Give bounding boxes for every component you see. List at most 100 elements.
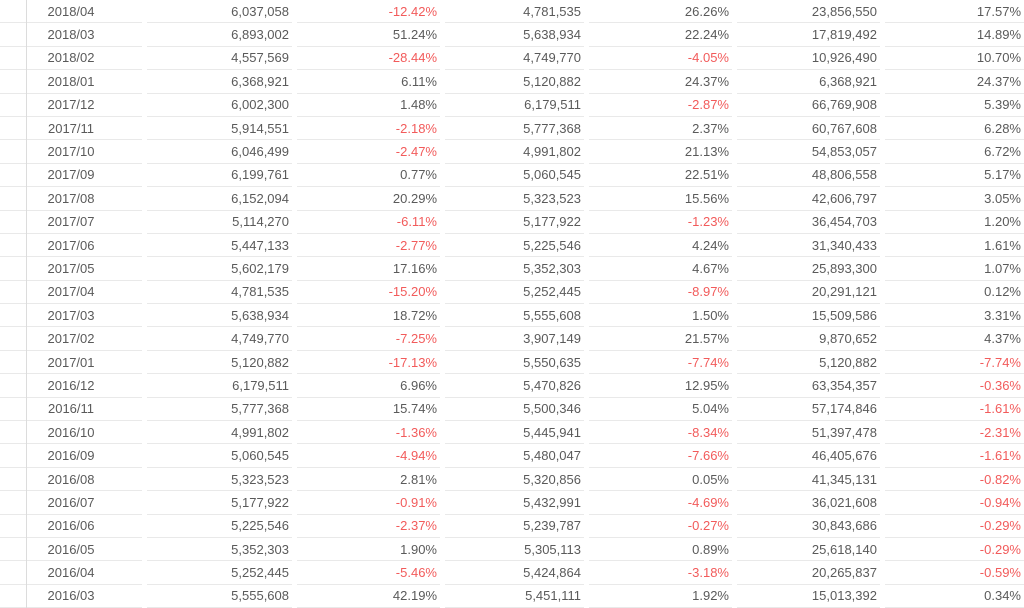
cell-mom-pct: -1.36%	[297, 421, 440, 445]
cell-cumulative-pct: 3.31%	[885, 304, 1024, 328]
value-text: 15.56%	[684, 190, 729, 206]
cell-yoy-pct: 12.95%	[589, 374, 732, 398]
table-row: 2016/08 5,323,523 2.81% 5,320,856 0.05% 41,34…	[0, 468, 1024, 492]
cell-cumulative-value: 36,021,608	[737, 491, 880, 515]
value-text: 6,046,499	[231, 144, 289, 160]
value-text: 6.28%	[984, 120, 1021, 136]
table-row: 2018/01 6,368,921 6.11% 5,120,882 24.37% 6,36…	[0, 70, 1024, 94]
cell-monthly-value: 5,120,882	[147, 351, 292, 375]
cell-cumulative-pct: 4.37%	[885, 327, 1024, 351]
cell-mom-pct: 17.16%	[297, 257, 440, 281]
value-text: 5,252,445	[523, 284, 581, 300]
cell-yoy-pct: 4.24%	[589, 234, 732, 258]
value-text: 17,819,492	[811, 27, 877, 43]
value-text: 0.89%	[692, 541, 729, 557]
month-label: 2017/10	[47, 144, 95, 160]
cell-cumulative-pct: 1.20%	[885, 211, 1024, 234]
value-text: -28.44%	[388, 50, 437, 66]
value-text: 6,179,511	[524, 97, 581, 113]
cell-mom-pct: 18.72%	[297, 304, 440, 328]
cell-yoy-pct: 26.26%	[589, 0, 732, 24]
cell-mom-pct: 1.90%	[297, 538, 440, 562]
cell-cumulative-pct: 14.89%	[885, 23, 1024, 47]
value-text: 10.70%	[976, 50, 1021, 66]
cell-monthly-value: 5,914,551	[147, 117, 292, 141]
cell-mom-pct: -2.37%	[297, 515, 440, 538]
cell-yoy-pct: -7.74%	[589, 351, 732, 375]
value-text: 6.96%	[400, 377, 437, 393]
value-text: -0.29%	[979, 541, 1021, 557]
value-text: -4.05%	[687, 50, 729, 66]
cell-month: 2018/02	[0, 47, 142, 71]
value-text: 4.67%	[692, 260, 729, 276]
cell-mom-pct: -12.42%	[297, 0, 440, 24]
cell-month: 2018/04	[0, 0, 142, 24]
cell-prior-year-value: 5,352,303	[445, 257, 584, 281]
table-row: 2017/07 5,114,270 -6.11% 5,177,922 -1.23% 36,…	[0, 211, 1024, 234]
month-label: 2017/08	[47, 190, 95, 206]
value-text: -0.36%	[979, 377, 1021, 393]
month-label: 2016/08	[47, 471, 95, 487]
cell-cumulative-value: 9,870,652	[737, 327, 880, 351]
month-label: 2017/05	[47, 260, 95, 276]
month-label: 2017/07	[47, 214, 95, 230]
value-text: 5,120,882	[819, 354, 877, 370]
cell-month: 2016/06	[0, 515, 142, 538]
cell-month: 2017/03	[0, 304, 142, 328]
cell-yoy-pct: 4.67%	[589, 257, 732, 281]
month-label: 2016/03	[47, 588, 95, 604]
value-text: 5,777,368	[523, 120, 581, 136]
value-text: 42,606,797	[811, 190, 877, 206]
value-text: 4.37%	[984, 331, 1021, 347]
cell-monthly-value: 6,002,300	[147, 94, 292, 117]
cell-mom-pct: -28.44%	[297, 47, 440, 71]
table-row: 2016/07 5,177,922 -0.91% 5,432,991 -4.69% 36,…	[0, 491, 1024, 515]
cell-prior-year-value: 5,445,941	[445, 421, 584, 445]
value-text: 4,781,535	[231, 284, 289, 300]
value-text: 5,424,864	[523, 565, 581, 581]
value-text: 5,114,270	[232, 214, 289, 230]
cell-cumulative-value: 41,345,131	[737, 468, 880, 492]
cell-mom-pct: -7.25%	[297, 327, 440, 351]
value-text: 5,445,941	[523, 424, 581, 440]
cell-cumulative-value: 46,405,676	[737, 444, 880, 468]
value-text: -2.31%	[979, 424, 1021, 440]
cell-cumulative-value: 36,454,703	[737, 211, 880, 234]
value-text: 23,856,550	[811, 3, 877, 19]
value-text: 10,926,490	[811, 50, 877, 66]
value-text: 51.24%	[392, 27, 437, 43]
cell-monthly-value: 6,179,511	[147, 374, 292, 398]
value-text: 5,777,368	[231, 401, 289, 417]
month-label: 2018/04	[47, 3, 95, 19]
cell-monthly-value: 5,777,368	[147, 398, 292, 422]
cell-cumulative-value: 42,606,797	[737, 187, 880, 211]
cell-prior-year-value: 5,252,445	[445, 281, 584, 305]
value-text: 5,500,346	[523, 401, 581, 417]
table-row: 2017/08 6,152,094 20.29% 5,323,523 15.56% 42,…	[0, 187, 1024, 211]
cell-prior-year-value: 5,320,856	[445, 468, 584, 492]
cell-month: 2017/06	[0, 234, 142, 258]
cell-prior-year-value: 5,638,934	[445, 23, 584, 47]
cell-yoy-pct: 0.05%	[589, 468, 732, 492]
cell-prior-year-value: 5,424,864	[445, 561, 584, 585]
value-text: 5,555,608	[523, 307, 581, 323]
month-label: 2017/06	[47, 237, 95, 253]
value-text: 2.81%	[400, 471, 437, 487]
cell-cumulative-pct: 6.28%	[885, 117, 1024, 141]
table-row: 2016/06 5,225,546 -2.37% 5,239,787 -0.27% 30,…	[0, 515, 1024, 538]
cell-monthly-value: 5,060,545	[147, 444, 292, 468]
cell-month: 2016/12	[0, 374, 142, 398]
value-text: -7.74%	[979, 354, 1021, 370]
value-text: 20,265,837	[811, 565, 877, 581]
cell-monthly-value: 5,447,133	[147, 234, 292, 258]
cell-monthly-value: 4,557,569	[147, 47, 292, 71]
cell-monthly-value: 5,225,546	[147, 515, 292, 538]
table-row: 2016/04 5,252,445 -5.46% 5,424,864 -3.18% 20,…	[0, 561, 1024, 585]
table-row: 2017/10 6,046,499 -2.47% 4,991,802 21.13% 54,…	[0, 140, 1024, 164]
cell-yoy-pct: 21.13%	[589, 140, 732, 164]
cell-prior-year-value: 5,500,346	[445, 398, 584, 422]
cell-prior-year-value: 4,749,770	[445, 47, 584, 71]
table-row: 2016/03 5,555,608 42.19% 5,451,111 1.92% 15,0…	[0, 585, 1024, 608]
value-text: 1.50%	[692, 307, 729, 323]
